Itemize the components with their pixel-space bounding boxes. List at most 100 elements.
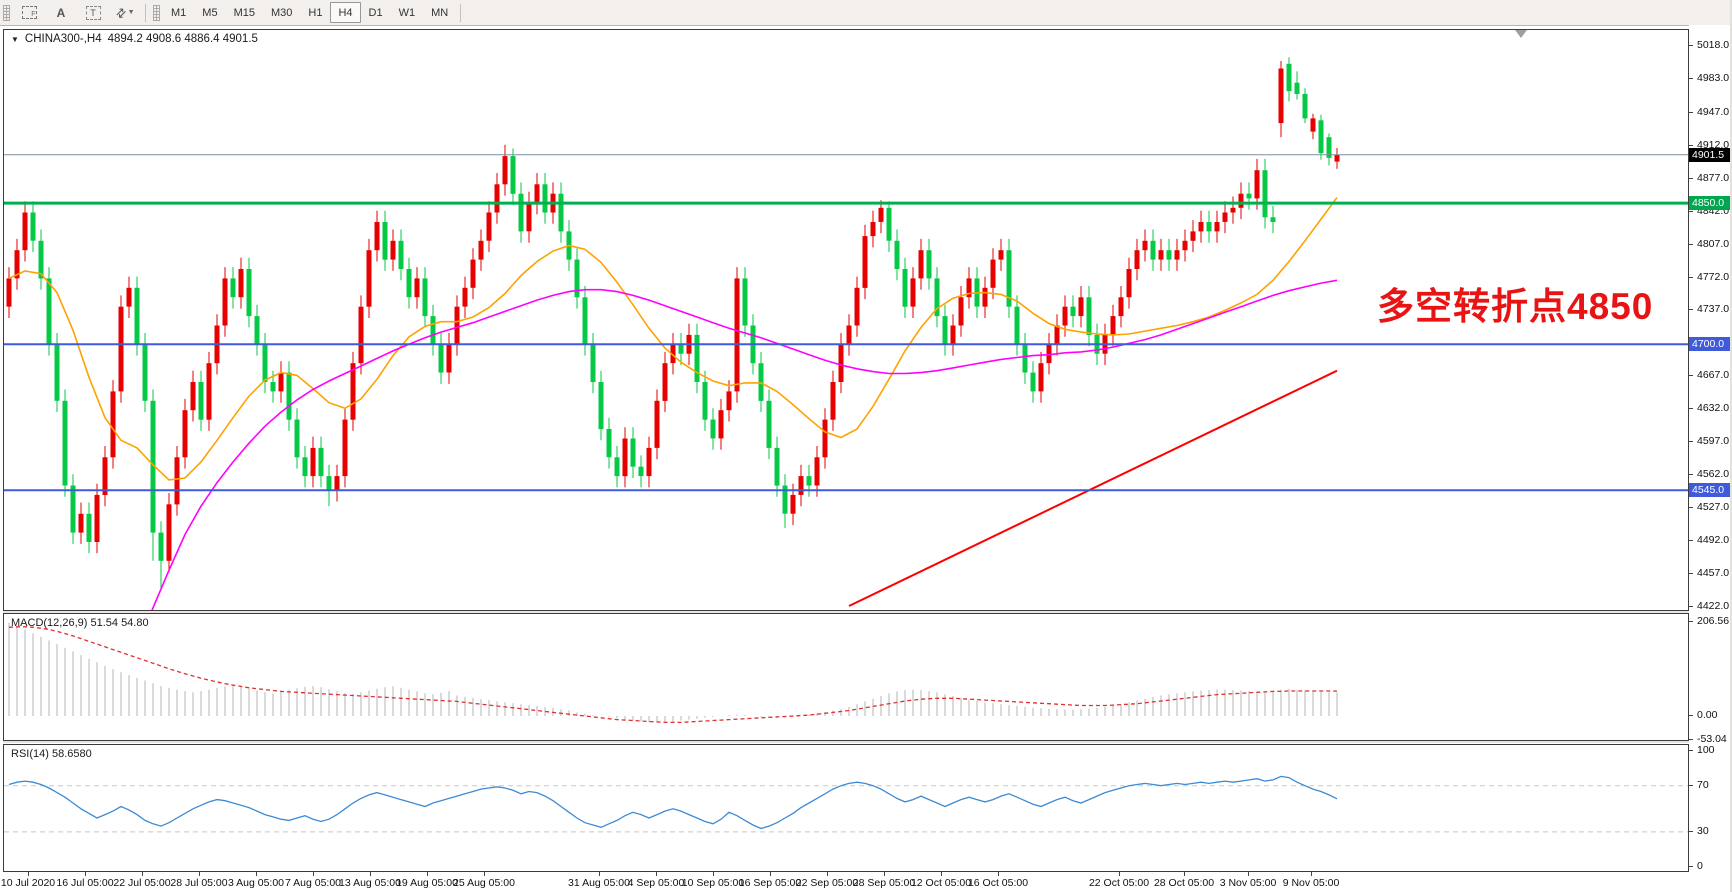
time-tick xyxy=(1248,872,1249,876)
price-tick-label: 4632.0 xyxy=(1697,402,1730,415)
axis-tick xyxy=(1689,45,1693,46)
axis-tick xyxy=(1689,750,1693,751)
top-toolbar: F A T ⇄ ▼ M1 M5 M15 M30 H1 H4 D1 W1 MN xyxy=(0,0,1732,26)
time-tick xyxy=(484,872,485,876)
time-tick xyxy=(28,872,29,876)
time-label: 3 Aug 05:00 xyxy=(227,877,285,889)
axis-tick xyxy=(1689,177,1693,179)
toolbar-separator xyxy=(460,3,462,22)
rsi-indicator-panel[interactable]: RSI(14) 58.6580 xyxy=(3,744,1689,872)
timeframe-button-d1[interactable]: D1 xyxy=(368,6,383,19)
macd-tick-label: -53.04 xyxy=(1697,733,1727,746)
effects-tool-button[interactable]: F xyxy=(14,2,44,24)
price-tick-label: 4737.0 xyxy=(1697,303,1730,316)
time-label: 31 Aug 05:00 xyxy=(568,877,630,889)
time-tick xyxy=(827,872,828,876)
axis-tick xyxy=(1689,621,1693,622)
timeframe-button-h1[interactable]: H1 xyxy=(308,6,323,19)
collapse-triangle-icon[interactable]: ▼ xyxy=(11,34,19,44)
timeframe-button-m5[interactable]: M5 xyxy=(202,6,218,19)
panel-splitter[interactable] xyxy=(3,741,1689,743)
price-chart-panel[interactable]: ▼ CHINA300-,H4 4894.2 4908.6 4886.4 4901… xyxy=(3,29,1689,611)
time-tick xyxy=(1311,872,1312,876)
chevron-down-icon: ▼ xyxy=(127,9,135,16)
time-axis[interactable]: 10 Jul 2020 16 Jul 05:00 22 Jul 05:00 28 Ju… xyxy=(0,872,1689,892)
price-tick-label: 4947.0 xyxy=(1697,105,1730,118)
text-tool-button[interactable]: T xyxy=(78,2,108,24)
time-tick xyxy=(941,872,942,876)
price-tick-label: 4877.0 xyxy=(1697,171,1730,184)
axis-tick xyxy=(1689,865,1693,867)
price-tick-label: 4983.0 xyxy=(1697,71,1730,84)
time-tick xyxy=(199,872,200,876)
timeframe-button-m15[interactable]: M15 xyxy=(233,6,255,19)
timeframe-button-h4[interactable]: H4 xyxy=(330,2,361,23)
price-tick-label: 4562.0 xyxy=(1697,468,1730,481)
macd-tick-label: 206.56 xyxy=(1697,615,1730,627)
timeframe-bar: M1 M5 M15 M30 H1 H4 D1 W1 MN xyxy=(163,2,456,23)
time-tick xyxy=(1184,872,1185,876)
axis-tick xyxy=(1689,309,1693,311)
toolbar-drag-handle[interactable] xyxy=(3,4,10,21)
time-tick xyxy=(256,872,257,876)
price-tick-label: 4667.0 xyxy=(1697,369,1730,382)
axis-tick xyxy=(1689,784,1693,786)
time-tick xyxy=(656,872,657,876)
price-axis[interactable]: 5018.0 4983.0 4947.0 4912.0 4877.0 4842.0 4807… xyxy=(1689,25,1730,872)
timeframe-button-m30[interactable]: M30 xyxy=(270,6,293,19)
time-tick xyxy=(713,872,714,876)
arrows-tool-button[interactable]: ⇄ ▼ xyxy=(110,2,140,24)
time-label: 10 Jul 2020 xyxy=(0,877,56,889)
time-label: 22 Sep 05:00 xyxy=(795,877,859,889)
macd-label: MACD(12,26,9) 51.54 54.80 xyxy=(11,617,149,629)
time-tick xyxy=(313,872,314,876)
price-tick-label: 4422.0 xyxy=(1697,600,1730,612)
timeframe-drag-handle[interactable] xyxy=(153,4,160,21)
rsi-tick-label: 30 xyxy=(1697,824,1709,837)
time-tick xyxy=(770,872,771,876)
time-tick xyxy=(599,872,600,876)
price-tick-label: 4807.0 xyxy=(1697,237,1730,250)
axis-tick xyxy=(1689,540,1693,542)
bid-price-box: 4901.5 xyxy=(1689,147,1730,162)
time-label: 4 Sep 05:00 xyxy=(627,877,685,889)
time-label: 19 Aug 05:00 xyxy=(396,877,458,889)
price-tick-label: 4457.0 xyxy=(1697,567,1730,580)
effects-icon: F xyxy=(21,6,37,19)
time-label: 7 Aug 05:00 xyxy=(284,877,342,889)
time-tick xyxy=(85,872,86,876)
label-a-icon: A xyxy=(56,5,66,20)
axis-tick xyxy=(1689,243,1693,245)
time-label: 12 Oct 05:00 xyxy=(910,877,972,889)
rsi-label: RSI(14) 58.6580 xyxy=(11,748,92,760)
price-tick-label: 5018.0 xyxy=(1697,39,1730,51)
axis-tick xyxy=(1689,441,1693,443)
chart-title: ▼ CHINA300-,H4 4894.2 4908.6 4886.4 4901… xyxy=(11,33,258,45)
level-4850-box: 4850.0 xyxy=(1689,196,1730,211)
price-tick-label: 4772.0 xyxy=(1697,270,1730,283)
axis-tick xyxy=(1689,144,1693,146)
chart-shift-marker[interactable] xyxy=(1515,30,1527,38)
axis-tick xyxy=(1689,715,1693,716)
label-tool-button[interactable]: A xyxy=(46,2,76,24)
axis-tick xyxy=(1689,375,1693,377)
axis-tick xyxy=(1689,210,1693,212)
timeframe-button-w1[interactable]: W1 xyxy=(398,6,416,19)
axis-tick xyxy=(1689,507,1693,509)
macd-indicator-panel[interactable]: MACD(12,26,9) 51.54 54.80 xyxy=(3,613,1689,741)
time-tick xyxy=(998,872,999,876)
timeframe-button-mn[interactable]: MN xyxy=(431,6,449,19)
time-tick xyxy=(884,872,885,876)
text-t-icon: T xyxy=(85,5,101,20)
axis-tick xyxy=(1689,606,1693,607)
panel-splitter[interactable] xyxy=(3,611,1689,613)
time-tick xyxy=(427,872,428,876)
rsi-tick-label: 70 xyxy=(1697,778,1709,791)
timeframe-button-m1[interactable]: M1 xyxy=(171,6,187,19)
toolbar-separator xyxy=(145,3,146,22)
chart-annotation-text: 多空转折点4850 xyxy=(1377,286,1654,327)
axis-tick xyxy=(1689,739,1693,741)
ohlc-values: 4894.2 4908.6 4886.4 4901.5 xyxy=(107,33,258,45)
price-tick-label: 4527.0 xyxy=(1697,501,1730,514)
axis-tick xyxy=(1689,276,1693,278)
